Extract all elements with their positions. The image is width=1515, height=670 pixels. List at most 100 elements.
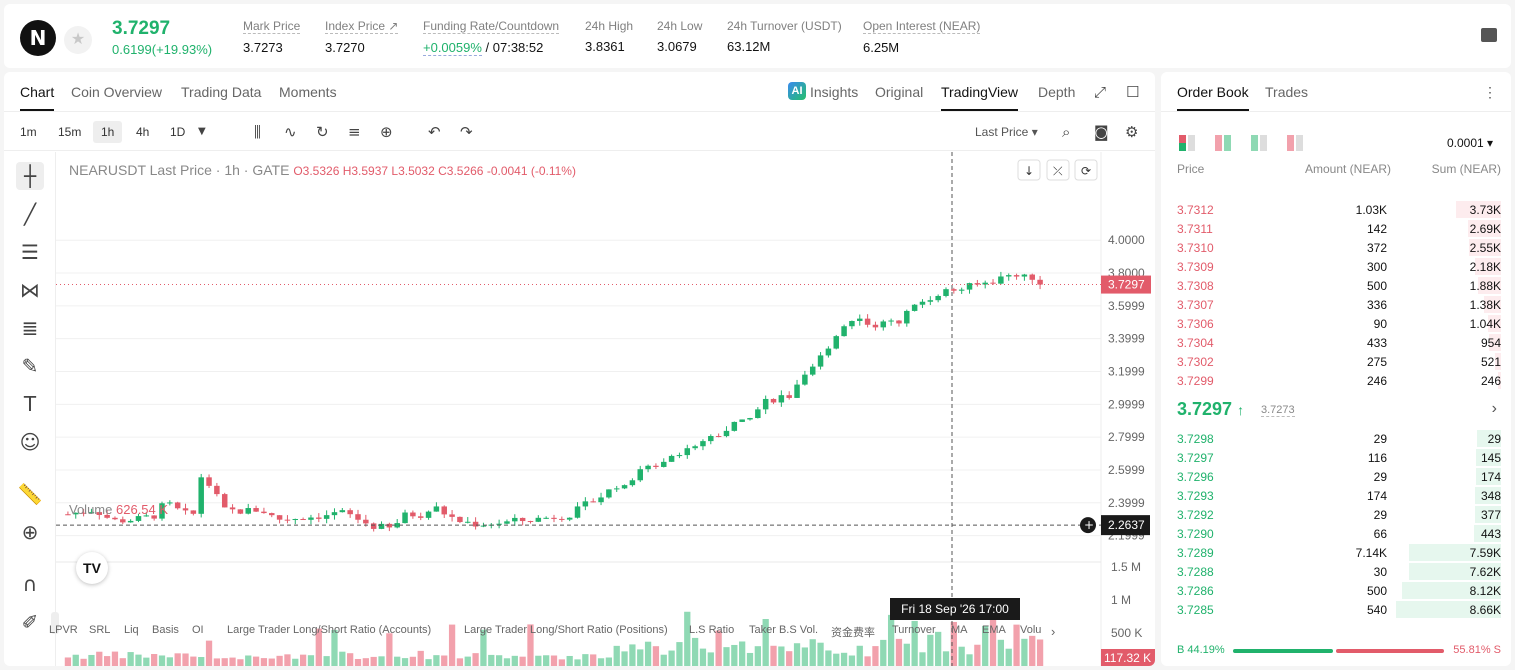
indicator-volume[interactable]: Volu [1020, 624, 1042, 636]
tab-coin-overview[interactable]: Coin Overview [71, 84, 163, 100]
ask-row[interactable]: 3.7310 372 2.55K [1161, 238, 1511, 257]
ask-row[interactable]: 3.7307 336 1.38K [1161, 295, 1511, 314]
candle-type-icon[interactable]: ⫼ [254, 123, 261, 141]
ask-row[interactable]: 3.7312 1.03K 3.73K [1161, 200, 1511, 219]
indicator-lpvr[interactable]: LPVR [49, 624, 78, 636]
ask-row[interactable]: 3.7308 500 1.88K [1161, 276, 1511, 295]
ask-row[interactable]: 3.7306 90 1.04K [1161, 314, 1511, 333]
indicator-srl[interactable]: SRL [89, 624, 111, 636]
zoom-in-icon[interactable]: ⊕ [21, 520, 39, 544]
stat-index-price[interactable]: Index Price ↗ 3.7270 [325, 19, 399, 55]
indicator-oi[interactable]: OI [192, 624, 204, 636]
candle-body [135, 516, 142, 521]
indicator-lt-ratio-positions[interactable]: Large Trader Long/Short Ratio (Positions… [464, 624, 668, 636]
ask-row[interactable]: 3.7304 433 954 [1161, 333, 1511, 352]
bid-row[interactable]: 3.7285 540 8.66K [1161, 600, 1511, 619]
favorite-star-icon[interactable]: ★ [64, 26, 92, 54]
crosshair-tool-icon[interactable]: ┼ [16, 162, 44, 190]
indicators-icon[interactable]: ∿ [284, 123, 297, 141]
ask-row[interactable]: 3.7302 275 521 [1161, 352, 1511, 371]
tab-original[interactable]: Original [875, 84, 924, 100]
candle-body [441, 506, 447, 515]
bid-row[interactable]: 3.7296 29 174 [1161, 467, 1511, 486]
tradingview-logo-icon[interactable]: TV [76, 552, 108, 584]
volume-bar [103, 656, 111, 666]
redo-icon[interactable]: ↷ [460, 123, 473, 141]
pattern-tool-icon[interactable]: ⋈ [20, 278, 40, 302]
mode-asks-bids-icon[interactable] [1215, 135, 1231, 151]
indicator-ema[interactable]: EMA [982, 624, 1006, 636]
horizontal-lines-tool-icon[interactable]: ☰ [21, 240, 39, 264]
scroll-down-icon[interactable] [1017, 159, 1041, 181]
templates-icon[interactable]: ≡ [348, 123, 361, 141]
chevron-right-icon[interactable]: › [1491, 400, 1497, 417]
mode-both-icon[interactable] [1179, 135, 1195, 151]
indicator-turnover[interactable]: Turnover [892, 624, 936, 636]
emoji-tool-icon[interactable]: ☺ [19, 430, 41, 454]
bid-row[interactable]: 3.7298 29 29 [1161, 429, 1511, 448]
timeframe-1d[interactable]: 1D [170, 125, 186, 139]
indicator-taker-bs-vol[interactable]: Taker B.S Vol. [749, 624, 819, 636]
price-type-select[interactable]: Last Price ▾ [975, 125, 1038, 139]
timeframe-dropdown-icon[interactable]: ▼ [198, 126, 206, 137]
trendline-tool-icon[interactable]: ╱ [23, 202, 37, 226]
more-options-icon[interactable]: ⋮ [1483, 84, 1497, 100]
timeframe-4h[interactable]: 4h [136, 125, 150, 139]
bid-row[interactable]: 3.7286 500 8.12K [1161, 581, 1511, 600]
candle-body [566, 517, 573, 520]
expand-icon[interactable]: ⤢ [1094, 83, 1107, 101]
screenshot-icon[interactable]: ◙ [1094, 123, 1109, 141]
tab-depth[interactable]: Depth [1038, 84, 1076, 100]
lock-drawing-icon[interactable]: ✐ [21, 610, 39, 634]
bid-row[interactable]: 3.7289 7.14K 7.59K [1161, 543, 1511, 562]
mode-asks-icon[interactable] [1287, 135, 1303, 151]
indicator-funding-rate[interactable]: 资金费率 [831, 627, 875, 639]
scroll-left-handle[interactable] [51, 612, 59, 634]
bid-row[interactable]: 3.7292 29 377 [1161, 505, 1511, 524]
volume-bar [942, 651, 950, 666]
volume-bar [887, 614, 895, 666]
brush-tool-icon[interactable]: ✎ [21, 354, 39, 378]
settings-gear-icon[interactable]: ⚙ [1125, 123, 1139, 141]
price-chart[interactable]: 4.00003.80003.59993.39993.19992.99992.79… [4, 152, 1155, 666]
bid-row[interactable]: 3.7297 116 145 [1161, 448, 1511, 467]
search-icon[interactable]: ⌕ [1062, 123, 1071, 141]
tab-chart[interactable]: Chart [20, 84, 55, 111]
tab-trading-data[interactable]: Trading Data [181, 84, 262, 100]
indicator-ls-ratio[interactable]: L.S Ratio [689, 624, 735, 636]
fullscreen-icon[interactable]: ☐ [1126, 83, 1140, 101]
collapse-icon[interactable] [1046, 159, 1070, 181]
bid-row[interactable]: 3.7290 66 443 [1161, 524, 1511, 543]
tab-moments[interactable]: Moments [279, 84, 337, 100]
replay-icon[interactable]: ↻ [316, 123, 329, 141]
add-alert-icon[interactable]: ⊕ [380, 123, 393, 141]
volume-bar [590, 654, 597, 666]
tab-insights[interactable]: Insights [810, 84, 859, 100]
tab-tradingview[interactable]: TradingView [941, 84, 1019, 111]
bid-row[interactable]: 3.7288 30 7.62K [1161, 562, 1511, 581]
indicator-lt-ratio-accounts[interactable]: Large Trader Long/Short Ratio (Accounts) [227, 624, 432, 636]
fib-tool-icon[interactable]: ≣ [21, 316, 39, 340]
book-icon[interactable] [1481, 28, 1497, 42]
mode-bids-icon[interactable] [1251, 135, 1267, 151]
timeframe-1h[interactable]: 1h [93, 121, 123, 143]
indicator-basis[interactable]: Basis [152, 624, 179, 636]
indicator-liq[interactable]: Liq [124, 624, 139, 636]
ask-row[interactable]: 3.7299 246 246 [1161, 371, 1511, 390]
ask-row[interactable]: 3.7309 300 2.18K [1161, 257, 1511, 276]
bid-row[interactable]: 3.7293 174 348 [1161, 486, 1511, 505]
ruler-tool-icon[interactable]: 📏 [17, 482, 43, 506]
timeframe-1m[interactable]: 1m [20, 125, 37, 139]
text-tool-icon[interactable]: T [23, 392, 37, 416]
magnet-icon[interactable]: ∩ [22, 572, 38, 596]
indicator-scroll-right-icon[interactable]: › [1051, 624, 1056, 639]
volume-bar [252, 656, 260, 666]
reset-icon[interactable] [1074, 159, 1098, 181]
tab-order-book[interactable]: Order Book [1177, 84, 1249, 111]
timeframe-15m[interactable]: 15m [58, 125, 82, 139]
ask-row[interactable]: 3.7311 142 2.69K [1161, 219, 1511, 238]
undo-icon[interactable]: ↶ [428, 123, 441, 141]
precision-select[interactable]: 0.0001 ▾ [1447, 136, 1494, 150]
tab-trades[interactable]: Trades [1265, 84, 1309, 100]
indicator-ma[interactable]: MA [951, 624, 968, 636]
